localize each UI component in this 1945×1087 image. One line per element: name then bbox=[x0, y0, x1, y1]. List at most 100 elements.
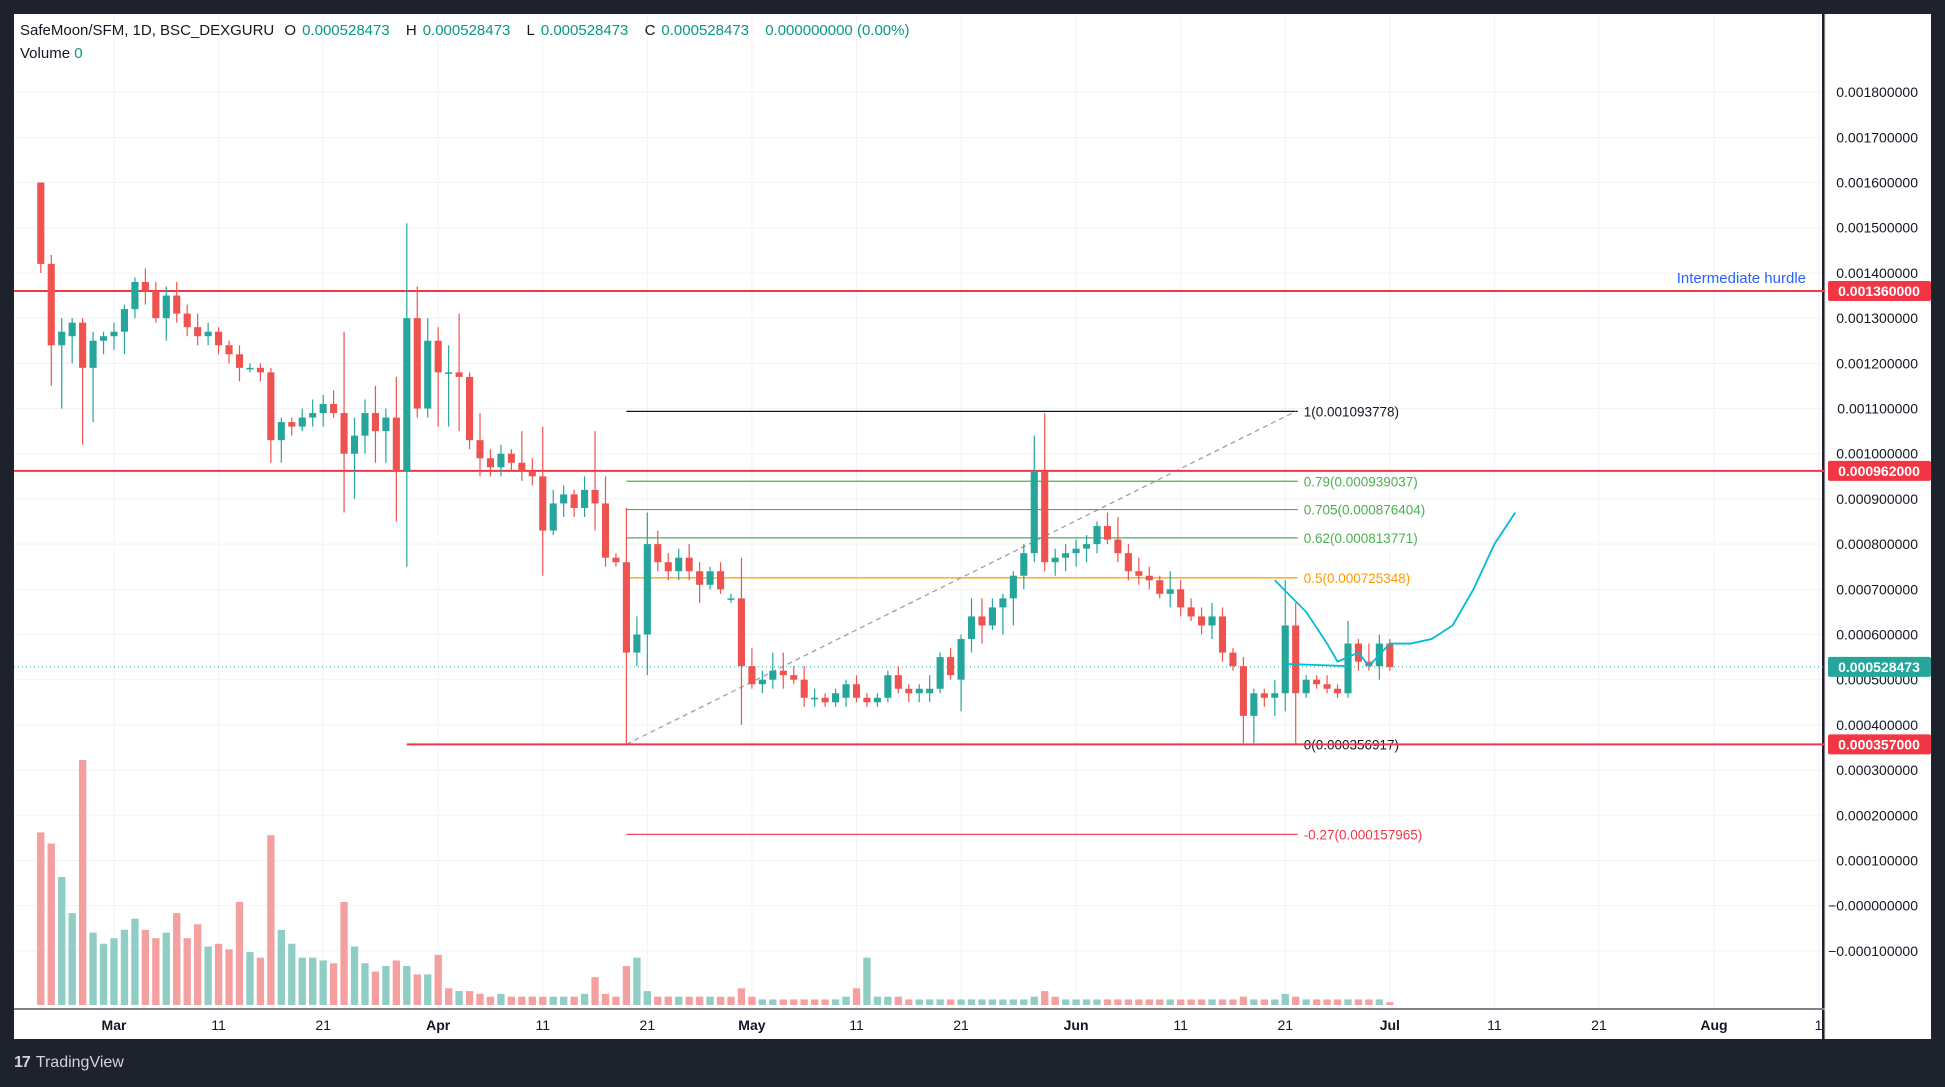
volume-bar bbox=[612, 996, 620, 1005]
volume-bar bbox=[1124, 999, 1133, 1005]
y-tick-label: 0.001200000 bbox=[1836, 355, 1918, 371]
candle-body bbox=[560, 494, 568, 504]
candle-body bbox=[821, 697, 829, 703]
candle-body bbox=[1323, 684, 1331, 689]
volume-bar bbox=[810, 999, 819, 1005]
y-tick-label: 0.000100000 bbox=[1836, 852, 1918, 868]
candle-body bbox=[110, 331, 118, 337]
volume-bar bbox=[340, 901, 348, 1005]
candle-body bbox=[1386, 643, 1394, 668]
candle-body bbox=[832, 693, 840, 703]
candle-body bbox=[591, 489, 599, 504]
y-tick-label: 0.000800000 bbox=[1836, 536, 1918, 552]
candle-body bbox=[173, 295, 181, 314]
volume-bar bbox=[1166, 999, 1174, 1005]
volume-bar bbox=[1051, 996, 1059, 1005]
y-tick-label: 0.001000000 bbox=[1836, 446, 1918, 462]
volume-bar bbox=[1177, 999, 1185, 1005]
candle-body bbox=[350, 435, 359, 454]
candle-body bbox=[371, 413, 379, 432]
volume-bar bbox=[601, 993, 610, 1005]
volume-bar bbox=[246, 952, 254, 1005]
candle-body bbox=[183, 313, 191, 328]
volume-bar bbox=[1187, 999, 1195, 1005]
y-tick-label: 0.001600000 bbox=[1836, 175, 1918, 191]
candle-body bbox=[152, 291, 160, 319]
candle-body bbox=[1344, 643, 1352, 694]
time-axis-pane bbox=[14, 1010, 1822, 1039]
candle-body bbox=[539, 476, 547, 531]
volume-bar bbox=[58, 876, 66, 1005]
candle-body bbox=[737, 598, 746, 667]
candle-body bbox=[779, 670, 787, 676]
candle-body bbox=[1030, 471, 1038, 554]
volume-bar bbox=[685, 996, 693, 1005]
candle-body bbox=[957, 639, 965, 680]
candle-body bbox=[413, 318, 421, 409]
volume-bar bbox=[695, 996, 704, 1005]
volume-bar bbox=[560, 996, 568, 1005]
volume-bar bbox=[173, 913, 181, 1005]
y-tick-label: 0.000400000 bbox=[1836, 717, 1918, 733]
price-axis-pane bbox=[1825, 14, 1931, 1039]
low-label: L bbox=[526, 22, 535, 39]
x-tick-label: Aug bbox=[1700, 1017, 1727, 1033]
volume-bar bbox=[1344, 999, 1352, 1005]
volume-bar bbox=[821, 999, 829, 1005]
volume-bar bbox=[842, 996, 850, 1005]
volume-bar bbox=[926, 999, 934, 1005]
candle-body bbox=[497, 453, 505, 468]
volume-bar bbox=[152, 938, 160, 1005]
candle-body bbox=[246, 367, 254, 370]
close-value: 0.000528473 bbox=[661, 22, 750, 39]
price-level-tag-label: 0.000962000 bbox=[1838, 463, 1920, 479]
candle-body bbox=[382, 417, 390, 432]
volume-label: Volume bbox=[20, 45, 71, 62]
price-level-tag-label: 0.001360000 bbox=[1838, 283, 1920, 299]
volume-bar bbox=[465, 991, 474, 1005]
candle-body bbox=[643, 544, 651, 635]
candle-body bbox=[466, 376, 474, 441]
candle-body bbox=[967, 616, 976, 640]
volume-bar bbox=[946, 999, 955, 1005]
current-price-tag-label: 0.000528473 bbox=[1838, 659, 1920, 675]
volume-bar bbox=[675, 996, 683, 1005]
y-tick-label: 0.000600000 bbox=[1836, 627, 1918, 643]
volume-bar bbox=[800, 999, 808, 1005]
volume-bar bbox=[309, 957, 317, 1005]
volume-bar bbox=[1365, 999, 1373, 1005]
change-value: 0.000000000 (0.00%) bbox=[765, 22, 910, 39]
volume-bar bbox=[1093, 999, 1101, 1005]
volume-bar bbox=[371, 971, 380, 1005]
high-value: 0.000528473 bbox=[422, 22, 511, 39]
candle-body bbox=[37, 182, 45, 264]
candle-body bbox=[518, 462, 526, 472]
volume-bar bbox=[1072, 999, 1080, 1005]
candle-body bbox=[852, 684, 861, 698]
price-level-tag bbox=[1828, 734, 1931, 755]
candle-body bbox=[392, 417, 400, 472]
candle-body bbox=[1218, 616, 1227, 653]
candle-body bbox=[926, 688, 934, 694]
volume-bar bbox=[570, 996, 578, 1005]
candle-body bbox=[309, 413, 317, 418]
x-tick-label: 11 bbox=[1173, 1017, 1188, 1033]
volume-bar bbox=[1239, 996, 1248, 1005]
candle-body bbox=[1208, 616, 1216, 626]
candle-body bbox=[361, 413, 369, 436]
x-tick-label: 11 bbox=[211, 1017, 226, 1033]
tradingview-brand[interactable]: 17 TradingView bbox=[14, 1054, 124, 1072]
volume-bar bbox=[204, 946, 212, 1005]
volume-bar bbox=[591, 977, 599, 1005]
volume-bar bbox=[1292, 996, 1300, 1005]
volume-bar bbox=[873, 996, 882, 1005]
volume-bar bbox=[37, 832, 45, 1005]
candle-body bbox=[235, 354, 244, 368]
volume-bar bbox=[539, 996, 547, 1005]
candle-body bbox=[769, 670, 777, 680]
candle-body bbox=[455, 372, 463, 377]
candle-body bbox=[1281, 625, 1289, 694]
volume-bar bbox=[99, 943, 108, 1005]
x-tick-label: Apr bbox=[426, 1017, 451, 1033]
